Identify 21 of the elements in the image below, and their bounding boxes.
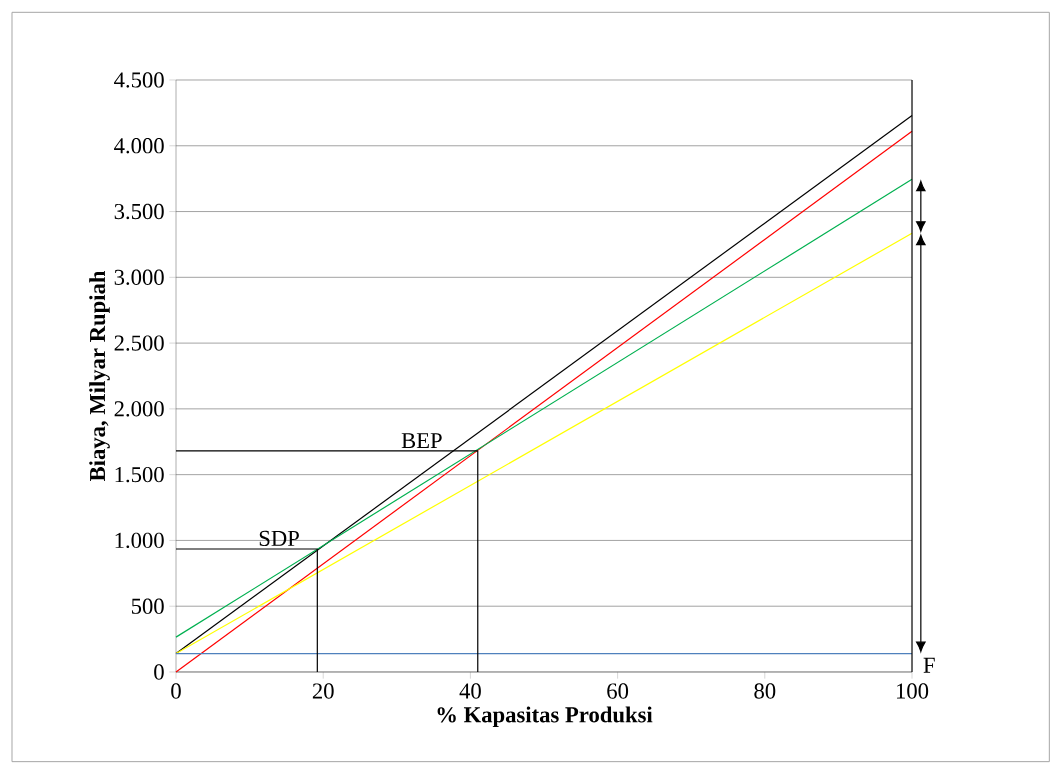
y-tick-label: 1.500	[115, 466, 164, 483]
x-axis-title: % Kapasitas Produksi	[437, 706, 653, 728]
y-tick-label: 2.000	[114, 401, 164, 417]
y-tick-label: 500	[131, 598, 164, 614]
y-tick-label: 0	[154, 664, 164, 680]
x-tick-label: 0	[171, 683, 181, 699]
x-tick-label: 40	[459, 683, 481, 699]
y-tick-label: 2.500	[114, 335, 164, 351]
x-tick-label: 100	[896, 683, 929, 699]
x-tick-label: 60	[607, 683, 629, 699]
x-tick-label: 80	[754, 683, 776, 699]
x-tick-label: 20	[312, 683, 334, 699]
annotation: BEP	[401, 433, 442, 449]
y-tick-label: 3.000	[114, 269, 164, 286]
y-tick-label: 4.500	[114, 72, 164, 88]
y-axis-title: Biaya, Milyar Rupiah	[89, 270, 110, 482]
annotation: SDP	[259, 530, 299, 547]
annotation: F	[923, 657, 935, 673]
y-tick-label: 4.000	[114, 138, 164, 154]
y-tick-label: 1.000	[115, 532, 164, 549]
y-tick-label: 3.500	[114, 203, 164, 220]
